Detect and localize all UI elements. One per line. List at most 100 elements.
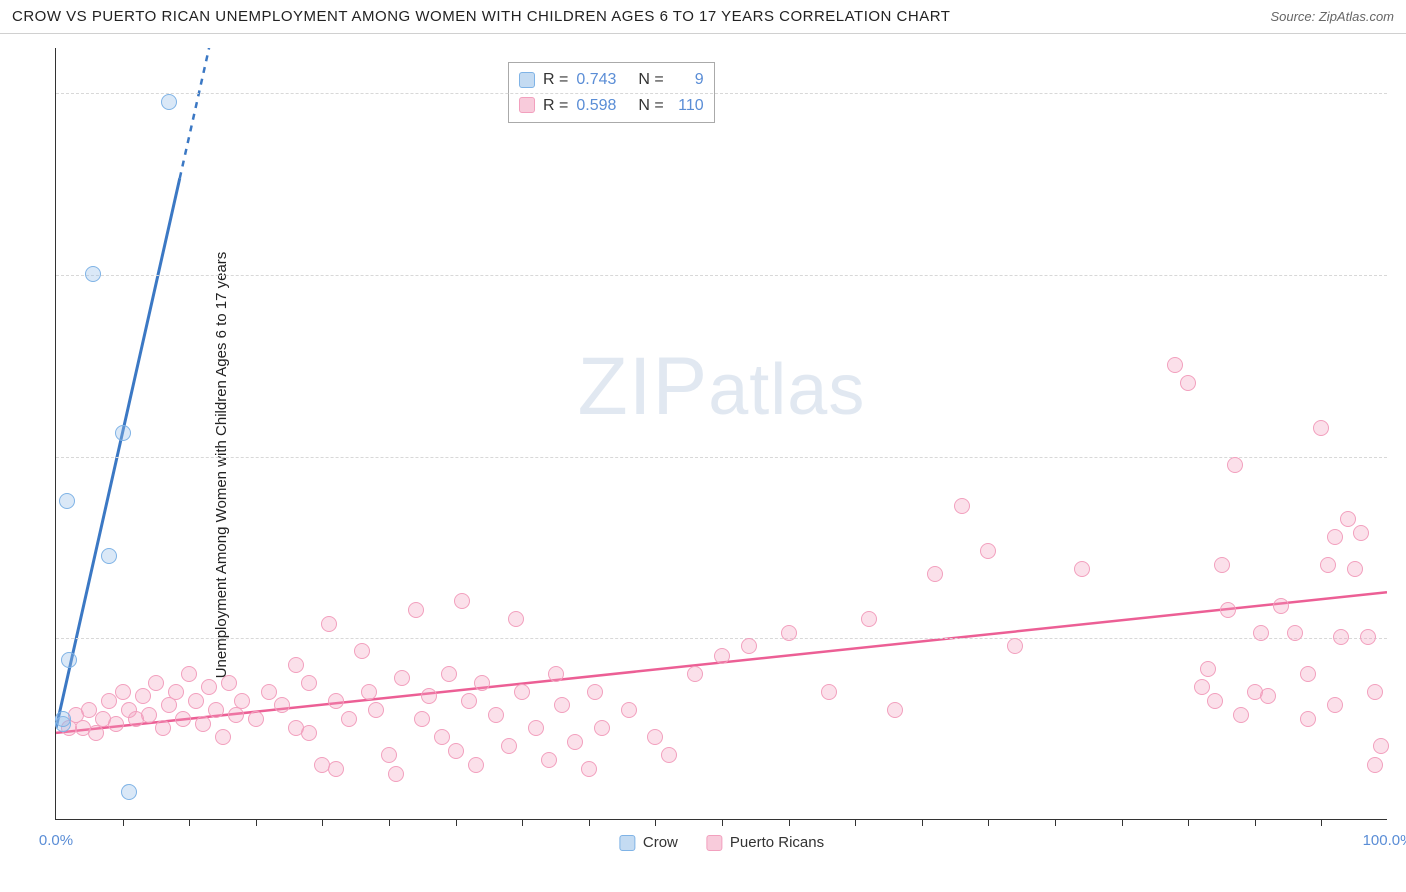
x-tick	[1122, 819, 1123, 826]
series-label-pr: Puerto Ricans	[730, 834, 824, 851]
y-tick-label: 20.0%	[1395, 630, 1406, 647]
trend-lines	[56, 48, 1387, 819]
x-tick	[189, 819, 190, 826]
data-point-pr	[1313, 420, 1329, 436]
watermark: ZIPatlas	[578, 340, 866, 434]
data-point-pr	[1227, 457, 1243, 473]
x-tick	[722, 819, 723, 826]
x-tick-label: 100.0%	[1363, 832, 1406, 849]
data-point-crow	[161, 94, 177, 110]
data-point-pr	[248, 711, 264, 727]
data-point-pr	[1253, 625, 1269, 641]
data-point-pr	[687, 666, 703, 682]
data-point-pr	[234, 693, 250, 709]
data-point-pr	[541, 752, 557, 768]
data-point-pr	[1300, 666, 1316, 682]
data-point-pr	[1194, 679, 1210, 695]
series-legend-pr: Puerto Ricans	[706, 834, 824, 851]
data-point-crow	[59, 493, 75, 509]
x-tick	[389, 819, 390, 826]
data-point-pr	[468, 757, 484, 773]
data-point-pr	[1320, 557, 1336, 573]
source-attribution: Source: ZipAtlas.com	[1270, 9, 1394, 24]
x-tick	[589, 819, 590, 826]
series-legend-crow: Crow	[619, 834, 678, 851]
data-point-pr	[1260, 688, 1276, 704]
data-point-pr	[1327, 697, 1343, 713]
data-point-pr	[274, 697, 290, 713]
data-point-pr	[1287, 625, 1303, 641]
x-tick	[456, 819, 457, 826]
data-point-pr	[887, 702, 903, 718]
data-point-pr	[621, 702, 637, 718]
data-point-pr	[221, 675, 237, 691]
n-value-crow: 9	[672, 67, 704, 93]
data-point-pr	[394, 670, 410, 686]
data-point-pr	[441, 666, 457, 682]
data-point-crow	[61, 652, 77, 668]
data-point-pr	[1300, 711, 1316, 727]
data-point-pr	[474, 675, 490, 691]
data-point-pr	[980, 543, 996, 559]
data-point-pr	[1180, 375, 1196, 391]
data-point-pr	[954, 498, 970, 514]
data-point-pr	[448, 743, 464, 759]
data-point-pr	[161, 697, 177, 713]
data-point-pr	[1007, 638, 1023, 654]
data-point-pr	[341, 711, 357, 727]
x-tick	[256, 819, 257, 826]
data-point-pr	[821, 684, 837, 700]
data-point-pr	[594, 720, 610, 736]
data-point-pr	[661, 747, 677, 763]
data-point-pr	[181, 666, 197, 682]
data-point-pr	[108, 716, 124, 732]
data-point-pr	[1340, 511, 1356, 527]
gridline	[56, 275, 1387, 276]
n-value-pr: 110	[672, 93, 704, 119]
data-point-pr	[354, 643, 370, 659]
data-point-pr	[1360, 629, 1376, 645]
data-point-pr	[434, 729, 450, 745]
x-tick	[855, 819, 856, 826]
data-point-pr	[408, 602, 424, 618]
data-point-pr	[168, 684, 184, 700]
data-point-pr	[155, 720, 171, 736]
legend-swatch-pr	[519, 97, 535, 113]
data-point-crow	[121, 784, 137, 800]
data-point-pr	[148, 675, 164, 691]
x-tick	[922, 819, 923, 826]
data-point-pr	[201, 679, 217, 695]
legend-row-crow: R = 0.743 N = 9	[519, 67, 704, 93]
data-point-pr	[301, 675, 317, 691]
series-swatch-pr	[706, 835, 722, 851]
plot-area: ZIPatlas R = 0.743 N = 9 R = 0.598 N = 1…	[55, 48, 1387, 820]
data-point-pr	[647, 729, 663, 745]
data-point-pr	[328, 761, 344, 777]
series-swatch-crow	[619, 835, 635, 851]
series-legend: Crow Puerto Ricans	[619, 834, 824, 851]
data-point-pr	[548, 666, 564, 682]
r-label: R =	[543, 93, 568, 119]
n-label: N =	[638, 93, 663, 119]
data-point-pr	[1207, 693, 1223, 709]
data-point-pr	[1333, 629, 1349, 645]
data-point-pr	[381, 747, 397, 763]
data-point-pr	[188, 693, 204, 709]
gridline	[56, 457, 1387, 458]
data-point-pr	[781, 625, 797, 641]
data-point-pr	[1200, 661, 1216, 677]
data-point-pr	[1353, 525, 1369, 541]
series-label-crow: Crow	[643, 834, 678, 851]
x-tick	[1188, 819, 1189, 826]
y-tick-label: 80.0%	[1395, 85, 1406, 102]
data-point-pr	[301, 725, 317, 741]
data-point-crow	[115, 425, 131, 441]
x-tick	[1055, 819, 1056, 826]
y-tick-label: 60.0%	[1395, 267, 1406, 284]
data-point-pr	[414, 711, 430, 727]
data-point-crow	[101, 548, 117, 564]
data-point-pr	[141, 707, 157, 723]
data-point-pr	[1074, 561, 1090, 577]
data-point-pr	[1273, 598, 1289, 614]
data-point-pr	[328, 693, 344, 709]
